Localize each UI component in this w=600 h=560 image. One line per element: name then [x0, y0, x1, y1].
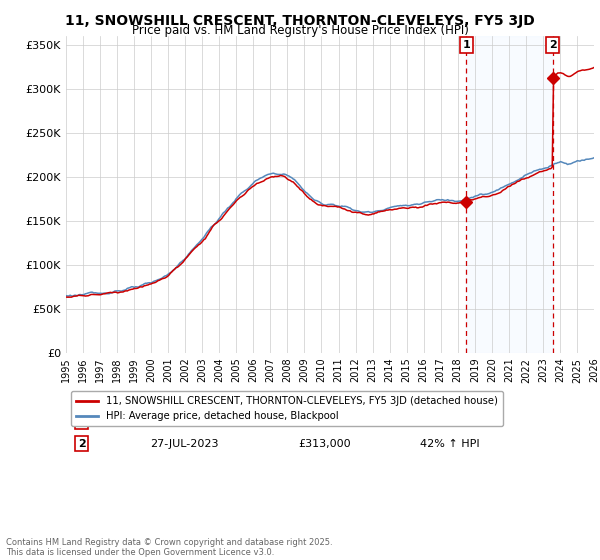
Text: 2: 2	[549, 40, 557, 50]
Text: 42% ↑ HPI: 42% ↑ HPI	[420, 438, 479, 449]
Text: 2: 2	[78, 438, 86, 449]
Text: 1: 1	[463, 40, 470, 50]
Text: 2% ↑ HPI: 2% ↑ HPI	[420, 416, 472, 426]
Text: Price paid vs. HM Land Registry's House Price Index (HPI): Price paid vs. HM Land Registry's House …	[131, 24, 469, 37]
Text: 27-JUL-2023: 27-JUL-2023	[151, 438, 219, 449]
Legend: 11, SNOWSHILL CRESCENT, THORNTON-CLEVELEYS, FY5 3JD (detached house), HPI: Avera: 11, SNOWSHILL CRESCENT, THORNTON-CLEVELE…	[71, 391, 503, 426]
Bar	[466, 36, 553, 353]
Text: 11, SNOWSHILL CRESCENT, THORNTON-CLEVELEYS, FY5 3JD: 11, SNOWSHILL CRESCENT, THORNTON-CLEVELE…	[65, 14, 535, 28]
Text: £172,000: £172,000	[298, 416, 351, 426]
Text: £313,000: £313,000	[298, 438, 351, 449]
Text: 1: 1	[78, 416, 86, 426]
Text: Contains HM Land Registry data © Crown copyright and database right 2025.
This d: Contains HM Land Registry data © Crown c…	[6, 538, 332, 557]
Text: 29-JUN-2018: 29-JUN-2018	[151, 416, 221, 426]
